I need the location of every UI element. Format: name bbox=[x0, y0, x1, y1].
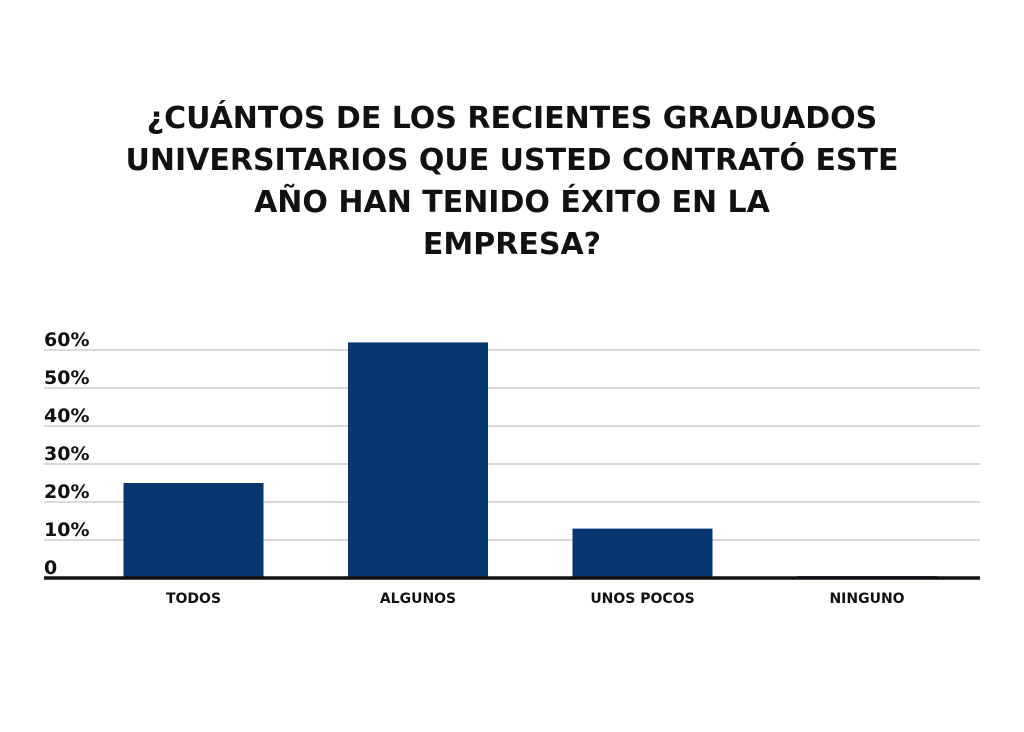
bars bbox=[123, 342, 937, 578]
y-tick-label: 0 bbox=[44, 557, 57, 579]
bar-algunos bbox=[348, 342, 488, 578]
y-tick-label: 10% bbox=[44, 519, 89, 541]
x-tick-labels: TODOS ALGUNOS UNOS POCOS NINGUNO bbox=[166, 591, 905, 607]
chart-title-line-3: AÑO HAN TENIDO ÉXITO EN LA bbox=[254, 185, 770, 220]
bar-todos bbox=[123, 483, 264, 578]
chart-title-line-1: ¿CUÁNTOS DE LOS RECIENTES GRADUADOS bbox=[146, 101, 878, 136]
y-tick-label: 40% bbox=[44, 405, 89, 427]
x-tick-label: UNOS POCOS bbox=[590, 591, 694, 607]
chart-title: ¿CUÁNTOS DE LOS RECIENTES GRADUADOS UNIV… bbox=[40, 98, 984, 266]
x-tick-label: TODOS bbox=[166, 591, 221, 607]
y-tick-labels: 0 10% 20% 30% 40% 50% 60% bbox=[44, 329, 89, 579]
x-tick-label: NINGUNO bbox=[829, 591, 904, 607]
chart-title-line-2: UNIVERSITARIOS QUE USTED CONTRATÓ ESTE bbox=[125, 143, 899, 178]
x-tick-label: ALGUNOS bbox=[380, 591, 456, 607]
y-tick-label: 60% bbox=[44, 329, 89, 351]
y-tick-label: 20% bbox=[44, 481, 89, 503]
chart-title-line-4: EMPRESA? bbox=[422, 227, 602, 262]
y-tick-label: 30% bbox=[44, 443, 89, 465]
bar-unos-pocos bbox=[572, 528, 713, 578]
y-tick-label: 50% bbox=[44, 367, 89, 389]
